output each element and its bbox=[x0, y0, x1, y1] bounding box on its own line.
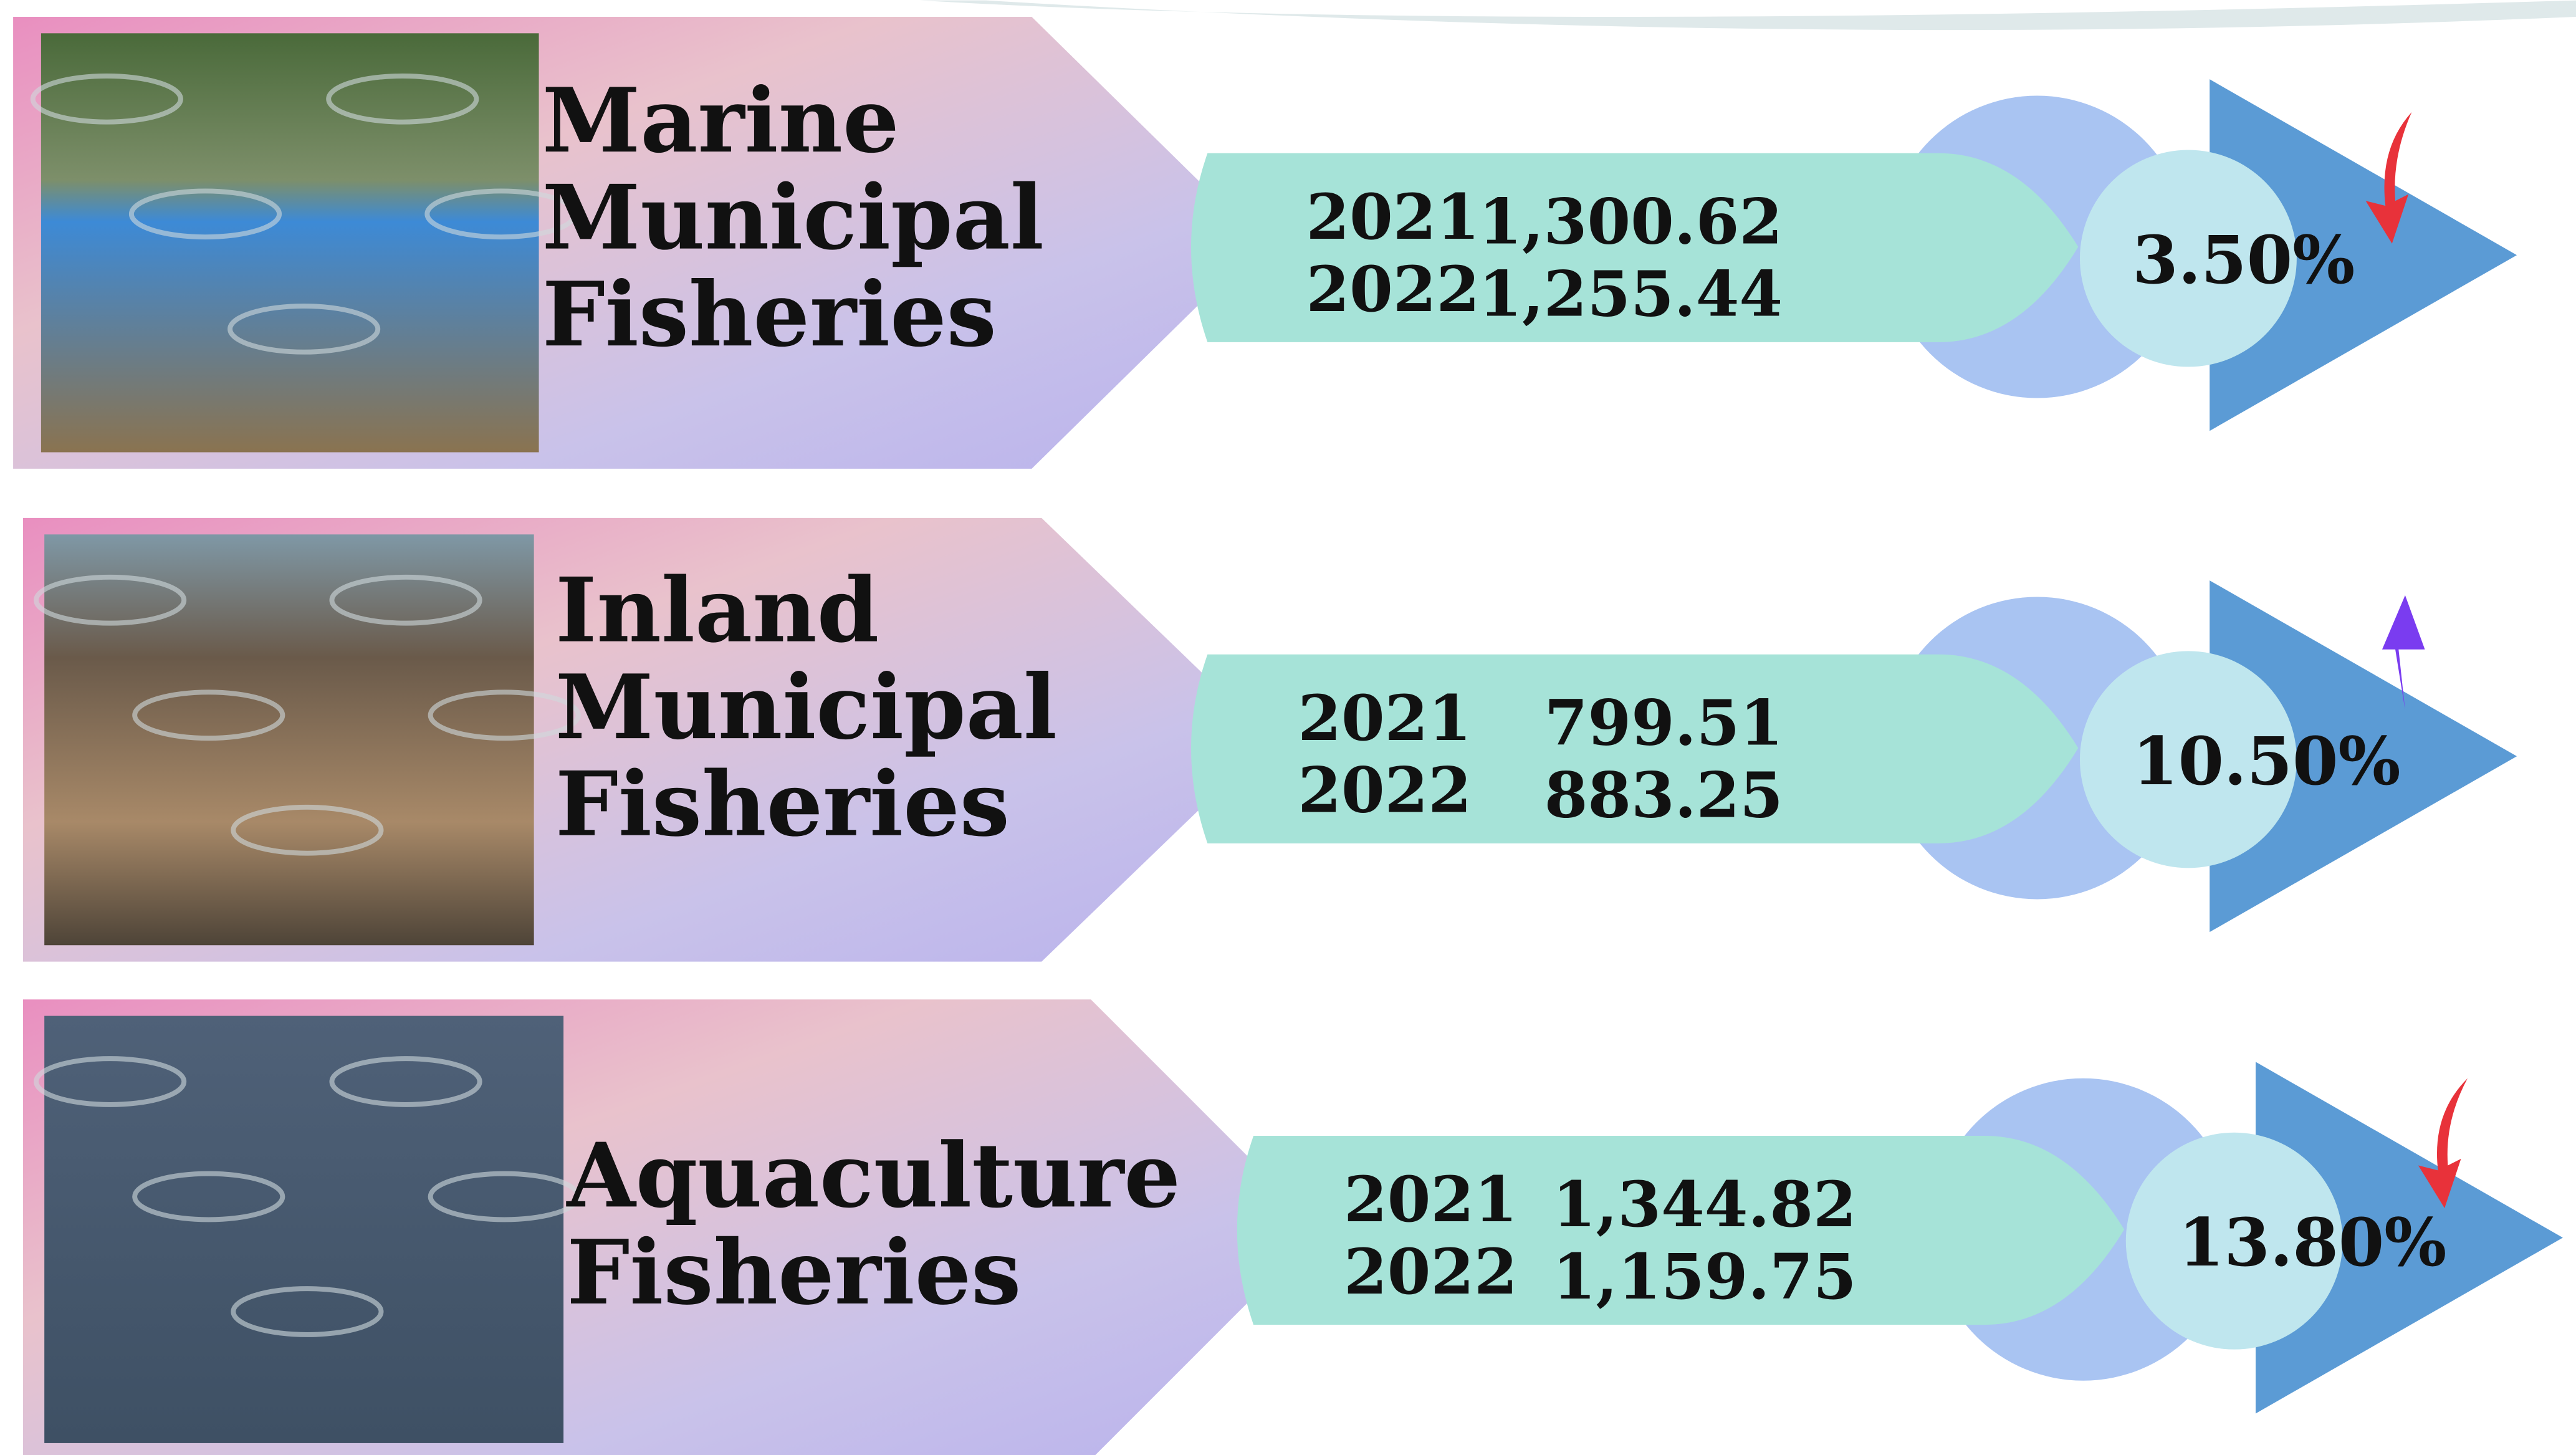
percent-change: 10.50% bbox=[2132, 723, 2400, 800]
year: 2021 bbox=[1344, 1163, 1518, 1236]
year: 2021 bbox=[1306, 180, 1480, 254]
year: 2021 bbox=[1298, 681, 1472, 755]
infographic: MarineMunicipalFisheries20211,300.622022… bbox=[0, 0, 2576, 1455]
category-title: Fisheries bbox=[567, 1220, 1021, 1325]
year: 2022 bbox=[1344, 1235, 1518, 1309]
category-title: Marine bbox=[542, 68, 899, 173]
photo bbox=[41, 33, 539, 452]
value: 1,159.75 bbox=[1553, 1240, 1857, 1313]
value: 799.51 bbox=[1544, 686, 1783, 760]
rows: MarineMunicipalFisheries20211,300.622022… bbox=[13, 17, 2563, 1455]
category-title: Municipal bbox=[555, 655, 1057, 759]
category-title: Fisheries bbox=[555, 752, 1010, 857]
category-title: Municipal bbox=[542, 165, 1044, 270]
page: MarineMunicipalFisheries20211,300.622022… bbox=[0, 0, 2576, 1455]
value: 883.25 bbox=[1544, 759, 1783, 832]
value: 1,300.62 bbox=[1478, 185, 1783, 259]
percent-change: 13.80% bbox=[2178, 1204, 2446, 1281]
photo bbox=[44, 534, 534, 945]
value: 1,255.44 bbox=[1478, 257, 1783, 331]
category-title: Fisheries bbox=[542, 262, 997, 367]
value: 1,344.82 bbox=[1553, 1168, 1857, 1241]
category-title: Inland bbox=[555, 558, 879, 663]
percent-change: 3.50% bbox=[2132, 221, 2355, 299]
year: 2022 bbox=[1306, 252, 1480, 326]
photo bbox=[44, 1016, 563, 1443]
year: 2022 bbox=[1298, 754, 1472, 827]
category-title: Aquaculture bbox=[565, 1123, 1180, 1227]
top-decoration bbox=[920, 1, 2576, 30]
